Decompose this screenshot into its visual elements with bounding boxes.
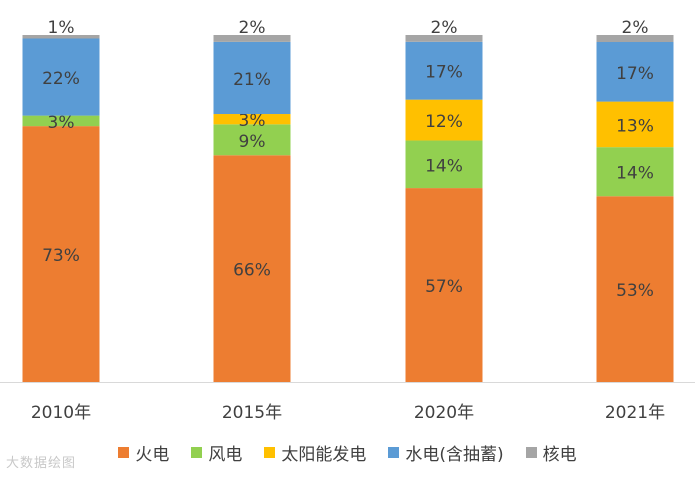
- bar-segment-2-2021年: [596, 147, 674, 197]
- bar-segment-4-2021年: [596, 42, 674, 102]
- bar-segment-5-2010年: [22, 35, 100, 39]
- legend-label: 核电: [542, 444, 577, 465]
- bar-segment-2-2020年: [405, 140, 483, 189]
- bar-segment-5-2021年: [596, 35, 674, 43]
- data-label: 2%: [431, 18, 458, 38]
- data-label: 22%: [42, 69, 80, 89]
- legend-swatch: [264, 446, 276, 458]
- data-label: 66%: [233, 261, 271, 281]
- bar-segment-3-2015年: [213, 114, 291, 125]
- legend-label: 火电: [135, 444, 170, 465]
- legend-swatch: [191, 446, 203, 458]
- bar-segment-3-2021年: [596, 101, 674, 148]
- legend-swatch: [388, 446, 400, 458]
- bar-segment-2-2010年: [22, 115, 100, 127]
- data-label: 13%: [616, 116, 654, 136]
- bar-segment-3-2020年: [405, 99, 483, 141]
- x-tick-label: 2020年: [414, 403, 474, 423]
- data-label: 1%: [48, 18, 75, 38]
- data-label: 53%: [616, 281, 654, 301]
- legend: 火电 风电 太阳能发电 水电(含抽蓄) 核电: [0, 437, 695, 467]
- legend-item: 风电: [191, 440, 242, 465]
- bar-segment-4-2020年: [405, 41, 483, 100]
- data-label: 2%: [239, 18, 266, 38]
- data-label: 3%: [239, 111, 266, 131]
- watermark: 大数据绘图: [6, 456, 77, 471]
- bar-segment-4-2010年: [22, 38, 100, 116]
- bar-segment-5-2015年: [213, 35, 291, 42]
- data-label: 17%: [616, 64, 654, 84]
- bar-segment-1-2020年: [405, 188, 483, 382]
- data-label: 21%: [233, 70, 271, 90]
- bar-segment-4-2015年: [213, 41, 291, 115]
- data-label: 73%: [42, 246, 80, 266]
- bar-segment-1-2010年: [22, 126, 100, 382]
- legend-item: 太阳能发电: [264, 440, 366, 465]
- data-label: 3%: [48, 113, 75, 133]
- bar-segment-1-2015年: [213, 155, 291, 382]
- data-label: 12%: [425, 112, 463, 132]
- legend-label: 水电(含抽蓄): [405, 444, 504, 465]
- data-label: 17%: [425, 63, 463, 83]
- data-label: 14%: [425, 156, 463, 176]
- x-tick-label: 2015年: [222, 403, 282, 423]
- legend-item: 水电(含抽蓄): [388, 440, 504, 465]
- data-label: 2%: [622, 18, 649, 38]
- data-label: 57%: [425, 277, 463, 297]
- bar-segment-1-2021年: [596, 196, 674, 382]
- bar-segment-5-2020年: [405, 35, 483, 42]
- legend-label: 风电: [208, 444, 243, 465]
- legend-label: 太阳能发电: [281, 444, 367, 465]
- legend-swatch: [118, 446, 130, 458]
- data-label: 9%: [239, 132, 266, 152]
- x-tick-label: 2010年: [31, 403, 91, 423]
- legend-swatch: [525, 446, 537, 458]
- legend-item: 核电: [525, 440, 577, 465]
- data-label: 14%: [616, 164, 654, 184]
- bar-segment-2-2015年: [213, 124, 291, 156]
- legend-item: 火电: [118, 440, 169, 465]
- x-tick-label: 2021年: [605, 403, 665, 423]
